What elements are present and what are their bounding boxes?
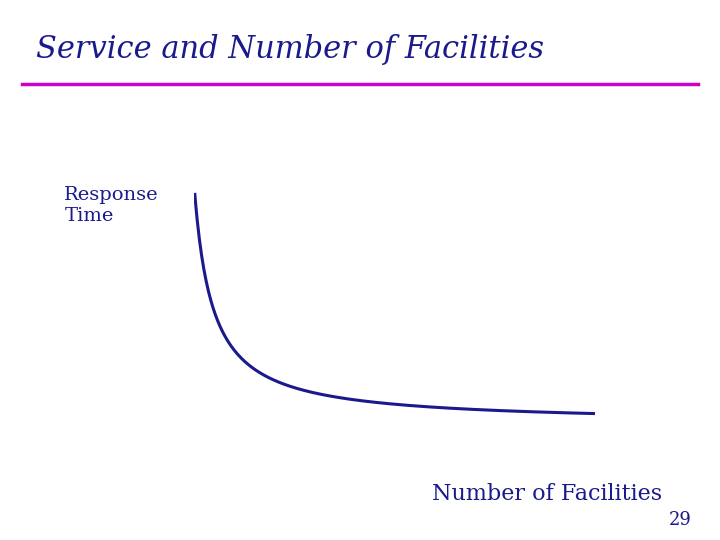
Text: Service and Number of Facilities: Service and Number of Facilities [36,34,544,65]
Text: Response
Time: Response Time [64,186,159,225]
Text: Number of Facilities: Number of Facilities [432,483,662,505]
Text: 29: 29 [668,511,691,529]
